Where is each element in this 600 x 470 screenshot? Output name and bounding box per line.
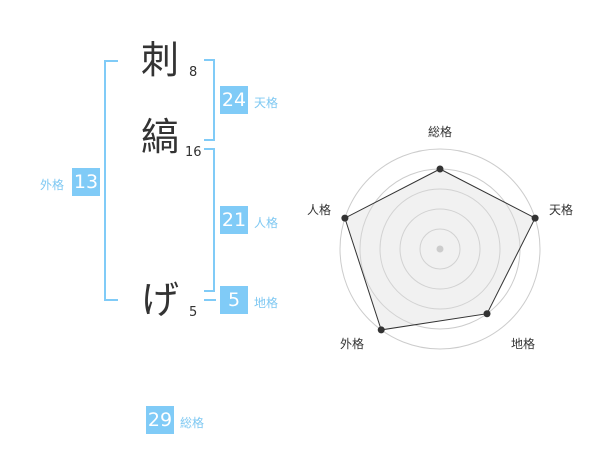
radar-ring <box>339 148 541 350</box>
jinkaku-label: 人格 <box>254 216 279 230</box>
gaikaku-bracket <box>104 60 118 301</box>
radar-label-soukaku: 総格 <box>428 125 453 139</box>
stroke-count-3: 5 <box>189 305 198 320</box>
chikaku-label: 地格 <box>254 296 279 310</box>
radar-point <box>377 326 385 334</box>
tenkaku-value: 24 <box>220 86 248 114</box>
radar-ring <box>399 208 481 290</box>
jinkaku-value: 21 <box>220 206 248 234</box>
radar-point <box>341 214 349 222</box>
name-char-3: げ <box>140 278 179 322</box>
radar-label-jinkaku: 人格 <box>307 203 332 217</box>
name-char-2: 縞 <box>140 115 179 159</box>
chikaku-connector <box>204 299 216 301</box>
radar-label-gaikaku: 外格 <box>340 337 365 351</box>
stroke-count-1: 8 <box>189 65 198 80</box>
stroke-count-2: 16 <box>185 145 202 160</box>
chikaku-value: 5 <box>220 286 248 314</box>
radar-label-tenkaku: 天格 <box>549 203 574 217</box>
tenkaku-label: 天格 <box>254 96 279 110</box>
soukaku-label: 総格 <box>180 416 205 430</box>
gaikaku-label: 外格 <box>40 178 65 192</box>
jinkaku-bracket <box>204 148 215 292</box>
radar-point <box>436 165 444 173</box>
gaikaku-value: 13 <box>72 168 100 196</box>
radar-point <box>531 214 539 222</box>
radar-center <box>436 245 444 253</box>
radar-ring <box>379 188 501 310</box>
radar-point <box>483 310 491 318</box>
name-char-1: 刺 <box>140 38 179 82</box>
radar-ring <box>419 228 461 270</box>
radar-label-chikaku: 地格 <box>511 337 536 351</box>
soukaku-value: 29 <box>146 406 174 434</box>
tenkaku-bracket <box>204 59 215 141</box>
